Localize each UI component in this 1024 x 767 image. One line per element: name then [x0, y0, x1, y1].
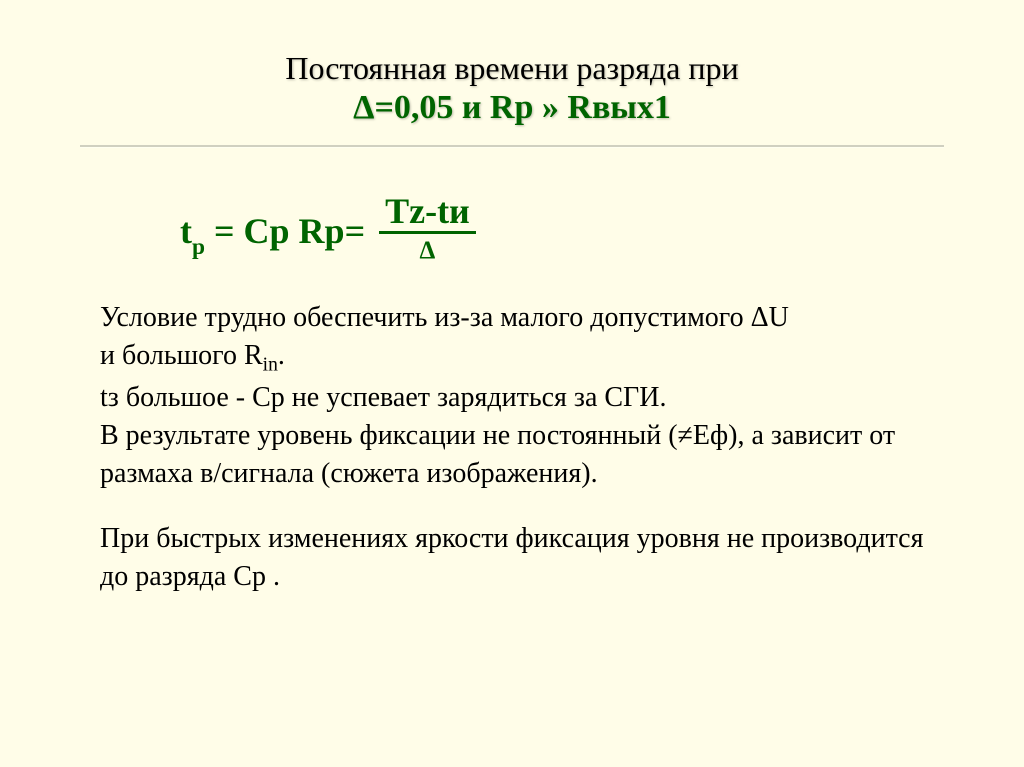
slide: Постоянная времени разряда при Δ=0,05 и … [0, 0, 1024, 767]
title-line2: Δ=0,05 и Rр » Rвых1 [60, 89, 964, 127]
equation: tр = Cр Rр= Tz-tи Δ [60, 199, 964, 269]
fraction-denominator: Δ [420, 234, 436, 263]
fraction-numerator: Tz-tи [379, 193, 476, 234]
eq-mid: = Cр Rр= [205, 211, 365, 251]
title-delta: Δ=0,05 [353, 89, 453, 126]
equation-fraction: Tz-tи Δ [379, 193, 476, 263]
p1a: Условие трудно обеспечить из-за малого д… [100, 302, 789, 333]
title-line1: Постоянная времени разряда при [60, 50, 964, 87]
paragraph-4: При быстрых изменениях яркости фиксация … [100, 520, 924, 596]
equation-lhs: tр = Cр Rр= [180, 210, 365, 258]
divider-highlight [80, 147, 944, 148]
p1b-end: . [278, 340, 285, 371]
divider [80, 145, 944, 149]
paragraph-3: В результате уровень фиксации не постоян… [100, 417, 924, 493]
slide-title: Постоянная времени разряда при Δ=0,05 и … [60, 50, 964, 127]
title-and: и [453, 89, 490, 126]
paragraph-2: tз большое - Ср не успевает зарядиться з… [100, 379, 924, 417]
title-rp: Rр » Rвых1 [490, 89, 671, 126]
eq-p-sub: р [192, 234, 205, 260]
p1b: и большого R [100, 340, 263, 371]
paragraph-1: Условие трудно обеспечить из-за малого д… [100, 299, 924, 379]
p1b-sub: in [263, 355, 278, 376]
eq-t: t [180, 211, 192, 251]
body-text: Условие трудно обеспечить из-за малого д… [60, 299, 964, 596]
